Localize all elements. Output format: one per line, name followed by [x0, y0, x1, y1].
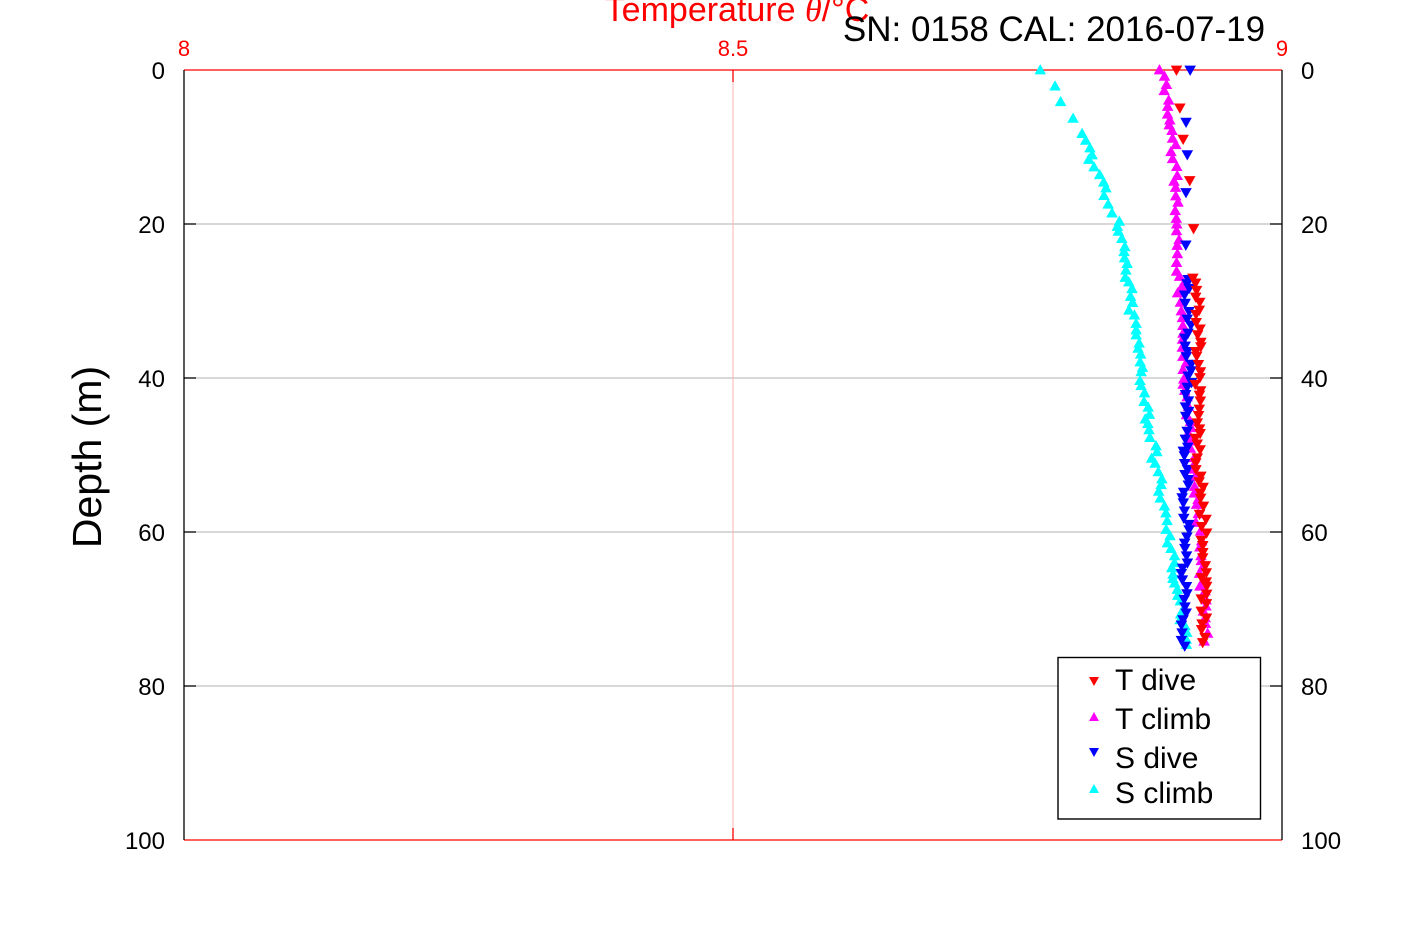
- svg-text:0: 0: [152, 58, 165, 85]
- svg-text:Depth (m): Depth (m): [64, 366, 110, 548]
- svg-text:T climb: T climb: [1115, 703, 1211, 736]
- svg-text:80: 80: [1301, 674, 1328, 701]
- svg-text:8.5: 8.5: [718, 36, 749, 61]
- svg-text:80: 80: [138, 674, 165, 701]
- svg-text:20: 20: [1301, 212, 1328, 239]
- svg-text:S dive: S dive: [1115, 742, 1198, 775]
- svg-text:SN: 0158 CAL: 2016-07-19: SN: 0158 CAL: 2016-07-19: [843, 10, 1265, 49]
- svg-text:9: 9: [1276, 36, 1288, 61]
- svg-text:100: 100: [125, 828, 165, 855]
- svg-text:T dive: T dive: [1115, 664, 1196, 697]
- svg-text:S climb: S climb: [1115, 777, 1213, 810]
- svg-text:40: 40: [1301, 366, 1328, 393]
- svg-text:60: 60: [138, 520, 165, 547]
- svg-text:8: 8: [178, 36, 190, 61]
- svg-text:20: 20: [138, 212, 165, 239]
- svg-text:60: 60: [1301, 520, 1328, 547]
- svg-text:100: 100: [1301, 828, 1341, 855]
- svg-text:40: 40: [138, 366, 165, 393]
- svg-text:0: 0: [1301, 58, 1314, 85]
- svg-text:Temperature θ/°C: Temperature θ/°C: [605, 0, 870, 29]
